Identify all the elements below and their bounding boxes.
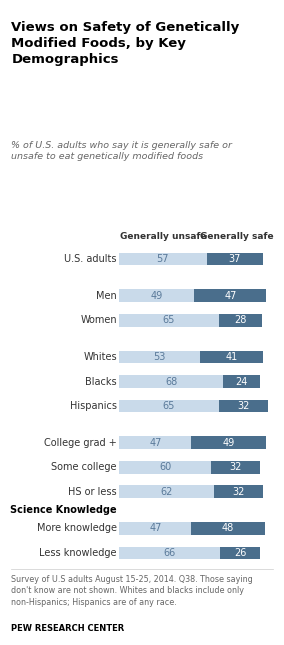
Text: 24: 24: [236, 377, 248, 386]
Text: 62: 62: [160, 487, 173, 497]
Text: 28: 28: [234, 315, 247, 325]
Text: % of U.S. adults who say it is generally safe or
unsafe to eat genetically modif: % of U.S. adults who say it is generally…: [11, 141, 232, 161]
Text: PEW RESEARCH CENTER: PEW RESEARCH CENTER: [11, 624, 125, 633]
Bar: [211, 461, 260, 473]
Bar: [119, 522, 191, 535]
Bar: [119, 437, 191, 449]
Text: 60: 60: [159, 462, 171, 472]
Text: 53: 53: [154, 352, 166, 362]
Bar: [191, 522, 265, 535]
Text: 47: 47: [224, 291, 237, 301]
Text: 66: 66: [164, 548, 176, 558]
Bar: [191, 437, 266, 449]
Text: HS or less: HS or less: [68, 487, 117, 497]
Text: 65: 65: [163, 401, 175, 411]
Bar: [214, 485, 263, 498]
Text: 68: 68: [165, 377, 178, 386]
Text: Some college: Some college: [51, 462, 117, 472]
Text: Blacks: Blacks: [85, 377, 117, 386]
Bar: [119, 290, 194, 303]
Text: Generally safe: Generally safe: [201, 232, 274, 241]
Bar: [224, 375, 260, 388]
Text: 41: 41: [226, 352, 238, 362]
Bar: [220, 546, 260, 559]
Text: U.S. adults: U.S. adults: [64, 254, 117, 264]
Bar: [119, 461, 211, 473]
Text: 32: 32: [233, 487, 245, 497]
Text: 32: 32: [237, 401, 250, 411]
Text: Generally unsafe: Generally unsafe: [120, 232, 206, 241]
Bar: [119, 546, 220, 559]
Bar: [119, 351, 201, 363]
Bar: [194, 290, 266, 303]
Text: Survey of U.S adults August 15-25, 2014. Q38. Those saying
don't know are not sh: Survey of U.S adults August 15-25, 2014.…: [11, 575, 253, 606]
Bar: [201, 351, 263, 363]
Text: 49: 49: [223, 438, 235, 448]
Text: 47: 47: [149, 524, 162, 533]
Text: College grad +: College grad +: [44, 438, 117, 448]
Text: 57: 57: [157, 254, 169, 264]
Bar: [206, 253, 263, 266]
Text: Whites: Whites: [83, 352, 117, 362]
Bar: [119, 375, 224, 388]
Text: 65: 65: [163, 315, 175, 325]
Text: 37: 37: [229, 254, 241, 264]
Bar: [119, 253, 206, 266]
Bar: [119, 400, 219, 412]
Text: 49: 49: [151, 291, 163, 301]
Bar: [119, 485, 214, 498]
Text: Science Knowledge: Science Knowledge: [10, 505, 117, 515]
Text: 47: 47: [149, 438, 162, 448]
Bar: [219, 400, 268, 412]
Bar: [119, 314, 219, 327]
Text: More knowledge: More knowledge: [37, 524, 117, 533]
Text: Hispanics: Hispanics: [70, 401, 117, 411]
Bar: [219, 314, 262, 327]
Text: Less knowledge: Less knowledge: [39, 548, 117, 558]
Text: Women: Women: [80, 315, 117, 325]
Text: Men: Men: [96, 291, 117, 301]
Text: 32: 32: [229, 462, 242, 472]
Text: Views on Safety of Genetically
Modified Foods, by Key
Demographics: Views on Safety of Genetically Modified …: [11, 21, 240, 66]
Text: 26: 26: [234, 548, 247, 558]
Text: 48: 48: [222, 524, 234, 533]
